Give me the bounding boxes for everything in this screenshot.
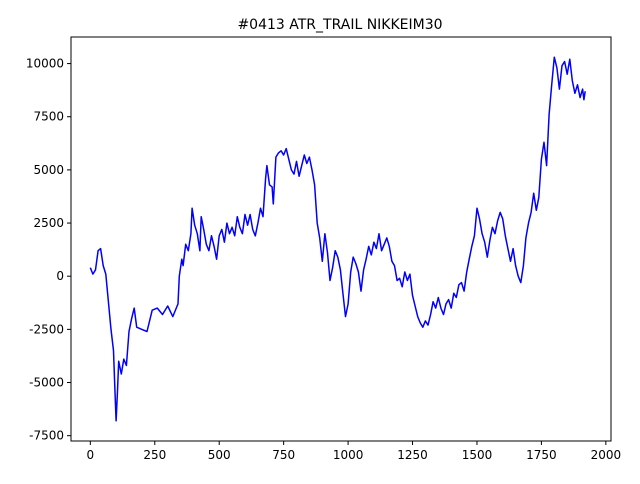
series-line [89, 56, 586, 422]
y-axis: -7500 -5000 -2500 0 2500 5000 7500 10000 [26, 57, 71, 443]
x-tick-label: 0 [87, 448, 95, 462]
y-tick-label: 2500 [33, 216, 64, 230]
x-tick-label: 250 [143, 448, 166, 462]
plot-area [89, 56, 586, 422]
x-tick-label: 2000 [591, 448, 622, 462]
y-tick-label: 0 [56, 269, 64, 283]
y-tick-label: 7500 [33, 110, 64, 124]
axes-frame [70, 36, 612, 442]
x-tick-label: 1250 [397, 448, 428, 462]
y-tick-label: -5000 [29, 376, 64, 390]
x-tick-label: 1000 [333, 448, 364, 462]
y-tick-label: -2500 [29, 322, 64, 336]
y-tick-label: 5000 [33, 163, 64, 177]
x-tick-label: 1750 [526, 448, 557, 462]
x-axis: 0 250 500 750 1000 1250 1500 1750 2000 [87, 441, 622, 462]
x-tick-label: 500 [208, 448, 231, 462]
y-tick-label: -7500 [29, 429, 64, 443]
y-tick-label: 10000 [26, 57, 64, 71]
x-tick-label: 750 [272, 448, 295, 462]
chart-title: #0413 ATR_TRAIL NIKKEIM30 [237, 17, 442, 33]
x-tick-label: 1500 [462, 448, 493, 462]
